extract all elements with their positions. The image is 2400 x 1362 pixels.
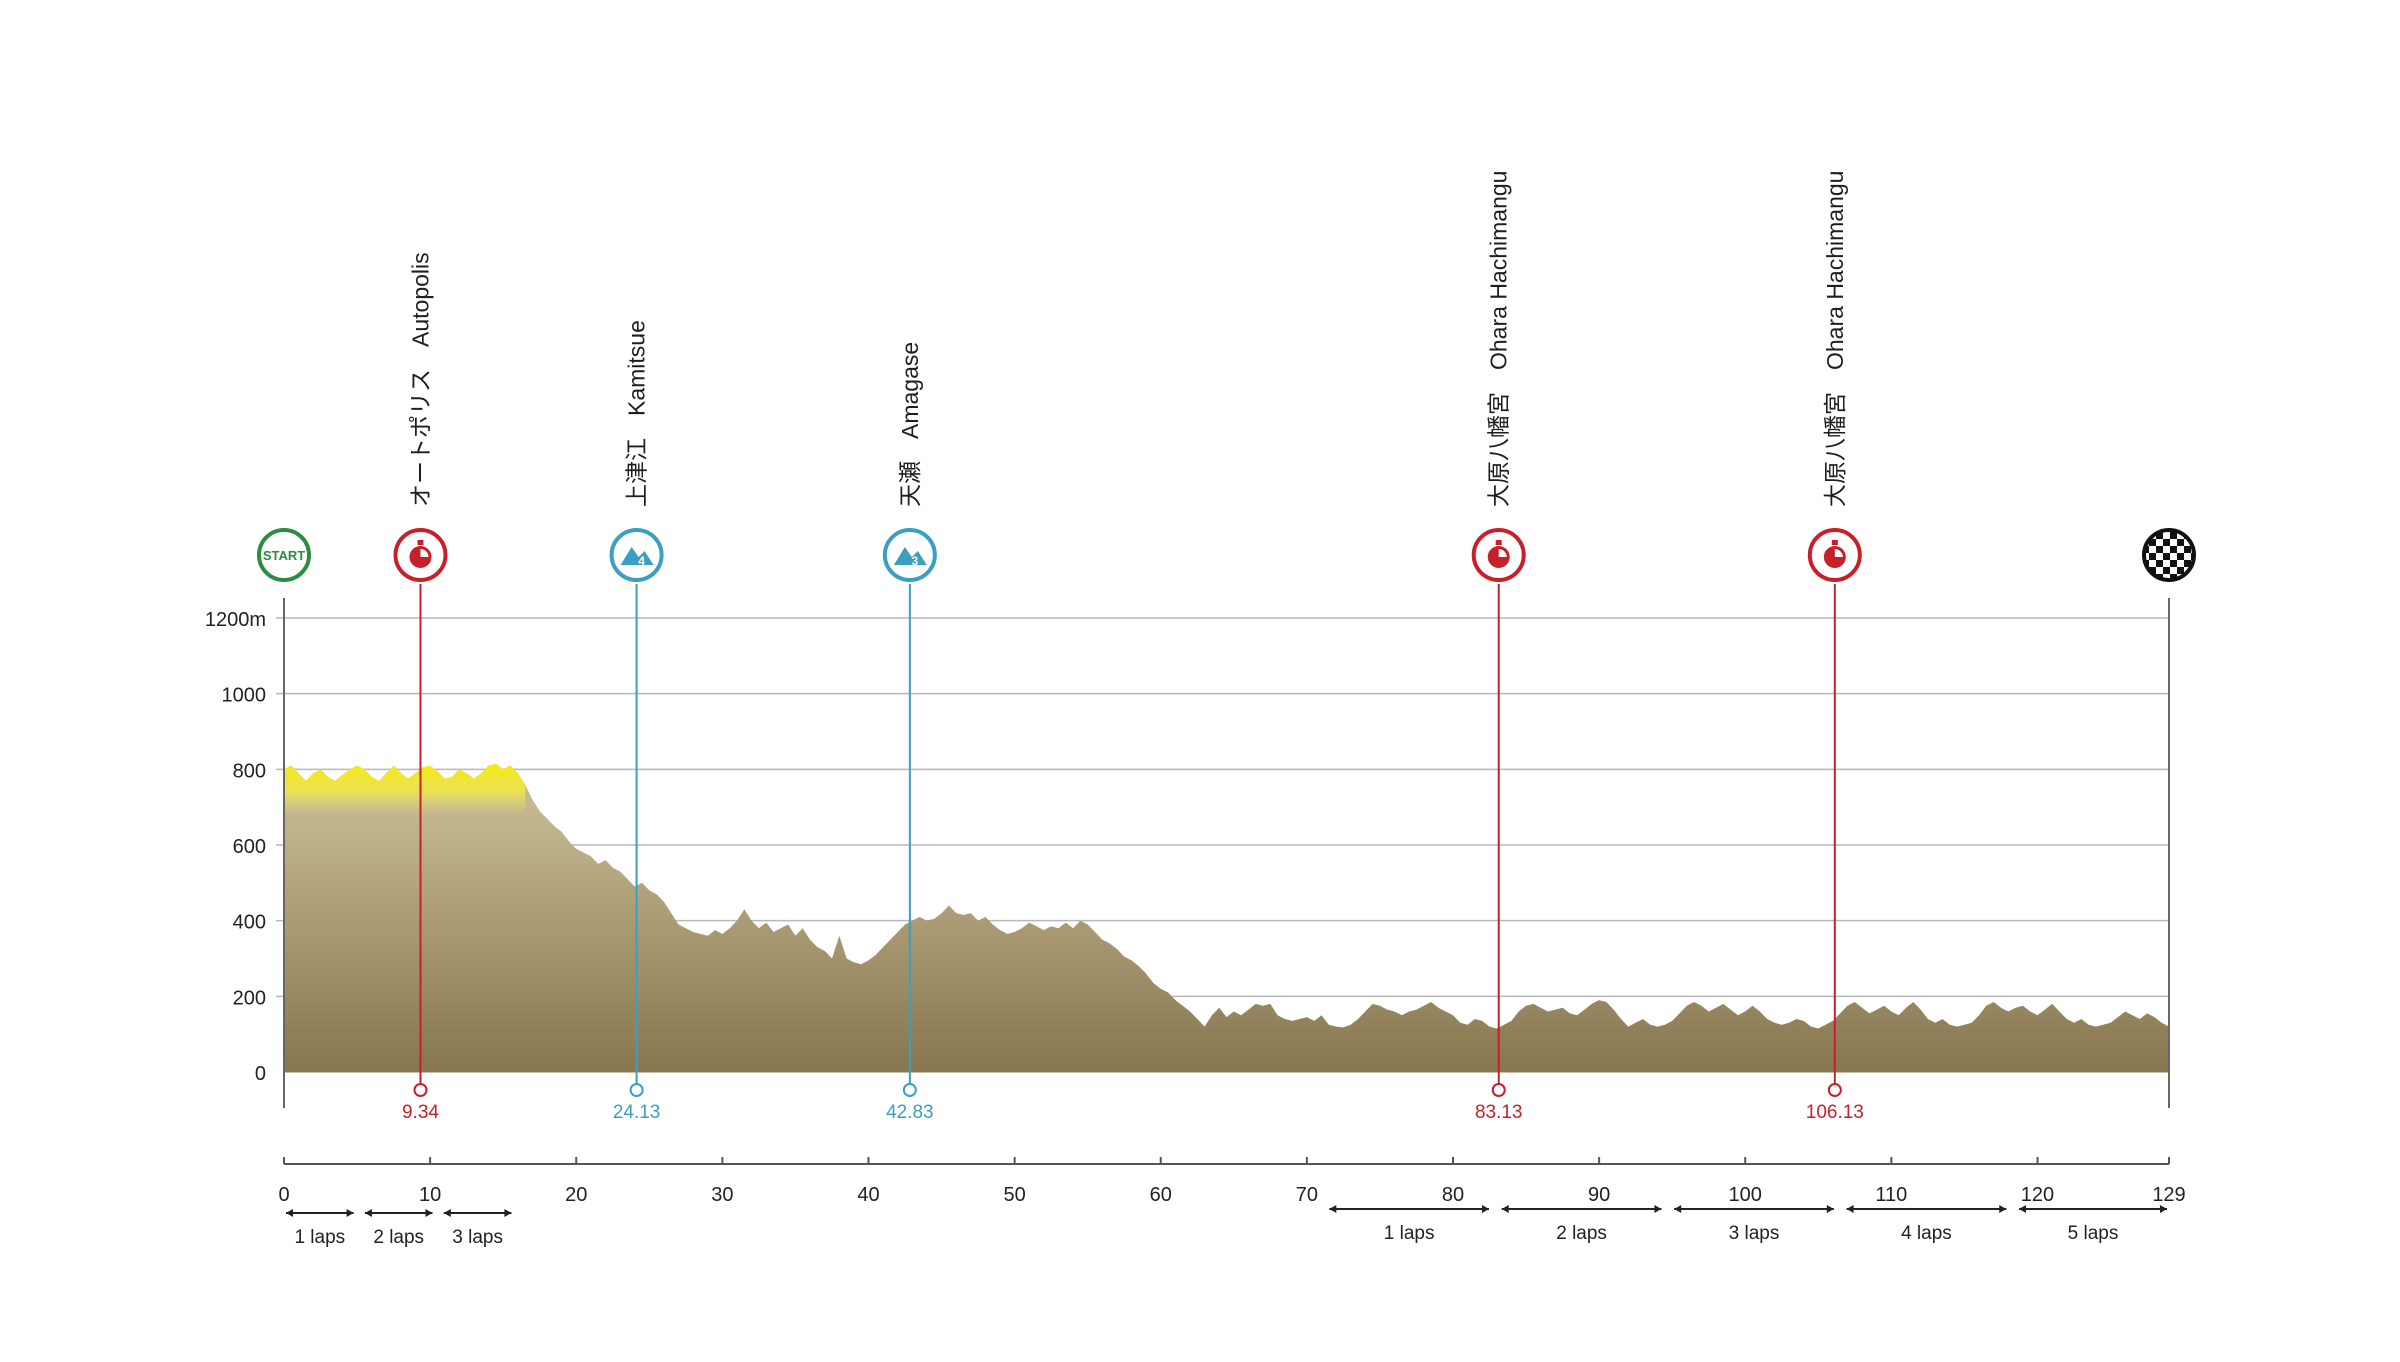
kom-category-number: 3 — [912, 554, 919, 568]
lap-arrow-head-right — [346, 1209, 354, 1217]
lap-arrow-head-left — [1329, 1205, 1337, 1213]
y-tick-label: 200 — [233, 987, 266, 1009]
point-name-jp: 天瀬 — [897, 461, 923, 507]
point-anchor-dot — [1491, 1083, 1506, 1097]
terrain-fill — [284, 763, 2169, 1072]
point-anchor-dot — [629, 1083, 644, 1097]
lap-arrow-head-left — [1846, 1205, 1854, 1213]
y-tick-label: 0 — [255, 1063, 266, 1085]
point-name: 天瀬 Amagase — [897, 342, 923, 507]
lap-arrow-head-right — [425, 1209, 433, 1217]
point-name-en: Ohara Hachimangu — [1486, 171, 1512, 370]
x-tick-label: 70 — [1296, 1184, 1318, 1206]
y-tick-label: 600 — [233, 836, 266, 858]
point-name: 上津江 Kamitsue — [624, 320, 650, 507]
point-name-jp: オートポリス — [407, 369, 433, 507]
route-points: START 9.34 オートポリス Autopolis 24.13 4 上津江 Kamitsu… — [257, 171, 2196, 1123]
start-icon-ring — [257, 528, 311, 582]
lap-arrow-head-left — [1674, 1205, 1682, 1213]
x-tick-label: 60 — [1150, 1184, 1172, 1206]
point-km-label: 42.83 — [886, 1102, 934, 1123]
point-name-jp: 上津江 — [624, 438, 650, 507]
start-badge-text: START — [263, 548, 305, 563]
stopwatch-crown — [417, 540, 424, 545]
point-name: オートポリス Autopolis — [407, 252, 433, 507]
point-anchor-dot — [1827, 1083, 1842, 1097]
lap-arrow-head-left — [443, 1209, 451, 1217]
lap-arrow-head-left — [286, 1209, 293, 1217]
stopwatch-icon — [1471, 528, 1526, 582]
mountain-kom-icon: 4 — [609, 528, 664, 582]
stopwatch-icon — [393, 528, 448, 582]
stopwatch-crown — [1831, 540, 1838, 545]
terrain-highlight — [284, 763, 526, 815]
x-tick-label: 120 — [2021, 1184, 2054, 1206]
x-tick-label: 10 — [419, 1184, 441, 1206]
y-tick-label: 800 — [233, 760, 266, 782]
lap-arrow-head-right — [1654, 1205, 1662, 1213]
lap-label: 3 laps — [452, 1227, 503, 1248]
lap-label: 3 laps — [1729, 1223, 1780, 1244]
stopwatch-hand — [1834, 549, 1843, 557]
x-tick-label: 40 — [857, 1184, 879, 1206]
lap-label: 4 laps — [1901, 1223, 1952, 1244]
lap-label: 2 laps — [373, 1227, 424, 1248]
point-anchor-dot — [902, 1083, 917, 1097]
x-tick-label: 110 — [1875, 1184, 1907, 1206]
stopwatch-icon — [1807, 528, 1862, 582]
stopwatch-hand — [1498, 549, 1507, 557]
stopwatch-crown — [1495, 540, 1502, 545]
lap-label: 5 laps — [2068, 1223, 2119, 1244]
lap-label: 1 laps — [294, 1227, 345, 1248]
lap-label: 2 laps — [1556, 1223, 1607, 1244]
x-tick-label: 30 — [711, 1184, 733, 1206]
finish-icon-disc — [2142, 528, 2196, 582]
y-tick-label: 1200m — [205, 609, 266, 631]
point-name-en: Ohara Hachimangu — [1822, 171, 1848, 370]
x-tick-label: 90 — [1588, 1184, 1610, 1206]
x-tick-label: 129 — [2152, 1184, 2185, 1206]
point-name-en: Kamitsue — [624, 320, 650, 416]
mountain-shape — [893, 547, 927, 565]
lap-indicators: 1 laps 2 laps 3 laps 1 laps 2 laps 3 laps 4 la… — [286, 1205, 2167, 1248]
lap-arrow-head-right — [1481, 1205, 1489, 1213]
y-tick-label: 1000 — [222, 685, 267, 707]
point-name: 大原八幡宮 Ohara Hachimangu — [1822, 171, 1848, 507]
lap-arrow-head-right — [504, 1209, 512, 1217]
lap-label: 1 laps — [1384, 1223, 1435, 1244]
x-tick-label: 100 — [1729, 1184, 1762, 1206]
stopwatch-hand — [420, 549, 429, 557]
x-tick-label: 20 — [565, 1184, 587, 1206]
x-tick-label: 0 — [278, 1184, 289, 1206]
x-tick-label: 80 — [1442, 1184, 1464, 1206]
point-km-label: 24.13 — [613, 1102, 661, 1123]
point-name-en: Amagase — [897, 342, 923, 439]
lap-arrow-head-left — [364, 1209, 372, 1217]
lap-arrow-head-left — [1501, 1205, 1509, 1213]
start-icon: START — [257, 528, 311, 582]
kom-category-number: 4 — [638, 554, 645, 568]
point-km-label: 9.34 — [402, 1102, 439, 1123]
lap-arrow-head-left — [2019, 1205, 2027, 1213]
lap-arrow-head-right — [1826, 1205, 1834, 1213]
checkered-flag-icon — [2142, 528, 2196, 582]
x-tick-label: 50 — [1003, 1184, 1025, 1206]
y-tick-label: 400 — [233, 912, 266, 934]
axes: 0 200 400 600 800 1000 1200m 0 10 20 30 40 50 60 70 80 9… — [205, 598, 2186, 1206]
terrain-area — [284, 763, 2169, 1072]
point-name: 大原八幡宮 Ohara Hachimangu — [1486, 171, 1512, 507]
point-km-label: 106.13 — [1806, 1102, 1864, 1123]
point-name-jp: 大原八幡宮 — [1486, 392, 1512, 507]
point-anchor-dot — [413, 1083, 428, 1097]
point-name-jp: 大原八幡宮 — [1822, 392, 1848, 507]
lap-arrow-head-right — [2160, 1205, 2167, 1213]
point-name-en: Autopolis — [407, 252, 433, 347]
mountain-kom-icon: 3 — [882, 528, 937, 582]
mountain-shape — [620, 547, 654, 565]
lap-arrow-head-right — [1999, 1205, 2007, 1213]
point-km-label: 83.13 — [1475, 1102, 1523, 1123]
